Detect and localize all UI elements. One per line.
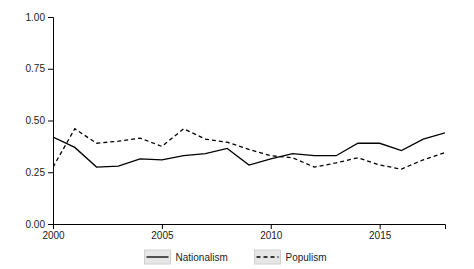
plot-area xyxy=(53,129,445,169)
x-tick: 2015 xyxy=(369,224,392,241)
x-tick-label: 2005 xyxy=(151,230,174,241)
x-tick-mark xyxy=(380,224,381,229)
x-axis-line xyxy=(54,225,446,230)
legend-key-box xyxy=(145,250,171,264)
x-tick-label: 2010 xyxy=(260,230,283,241)
y-axis-line xyxy=(48,18,54,225)
x-tick-mark xyxy=(53,224,54,229)
y-tick-label: 0.00 xyxy=(26,219,46,230)
y-tick-label: 0.25 xyxy=(26,167,46,178)
legend-key-box xyxy=(255,250,281,264)
legend-key-line xyxy=(257,256,279,257)
y-tick-label: 0.50 xyxy=(26,115,46,126)
y-tick-mark xyxy=(48,17,53,18)
x-tick-mark xyxy=(162,224,163,229)
y-tick-mark xyxy=(48,224,53,225)
legend-label: Nationalism xyxy=(176,252,228,263)
chart: 0.00 0.25 0.50 0.75 1.00 2000 2005 2010 2015 Nati… xyxy=(0,0,474,269)
y-tick-mark xyxy=(48,172,53,173)
y-tick-label: 0.75 xyxy=(26,63,46,74)
legend-label: Populism xyxy=(286,252,327,263)
y-axis: 0.00 0.25 0.50 0.75 1.00 xyxy=(26,12,54,230)
y-tick-label: 1.00 xyxy=(26,12,46,23)
y-tick: 1.00 xyxy=(26,12,53,23)
x-tick-label: 2000 xyxy=(42,230,65,241)
y-tick: 0.00 xyxy=(26,219,53,230)
y-tick-mark xyxy=(48,69,53,70)
x-tick-label: 2015 xyxy=(369,230,392,241)
y-tick: 0.75 xyxy=(26,63,53,74)
x-tick: 2010 xyxy=(260,224,283,241)
legend-item: Nationalism xyxy=(145,250,228,264)
x-tick-mark xyxy=(271,224,272,229)
y-tick-mark xyxy=(48,121,53,122)
legend-item: Populism xyxy=(255,250,327,264)
legend-key-line xyxy=(147,256,169,257)
x-tick: 2005 xyxy=(151,224,174,241)
x-tick: 2000 xyxy=(42,224,65,241)
series-line xyxy=(53,129,445,169)
y-tick: 0.50 xyxy=(26,115,53,126)
x-axis: 2000 2005 2010 2015 xyxy=(42,224,445,241)
y-tick: 0.25 xyxy=(26,167,53,178)
legend: Nationalism Populism xyxy=(145,250,327,264)
